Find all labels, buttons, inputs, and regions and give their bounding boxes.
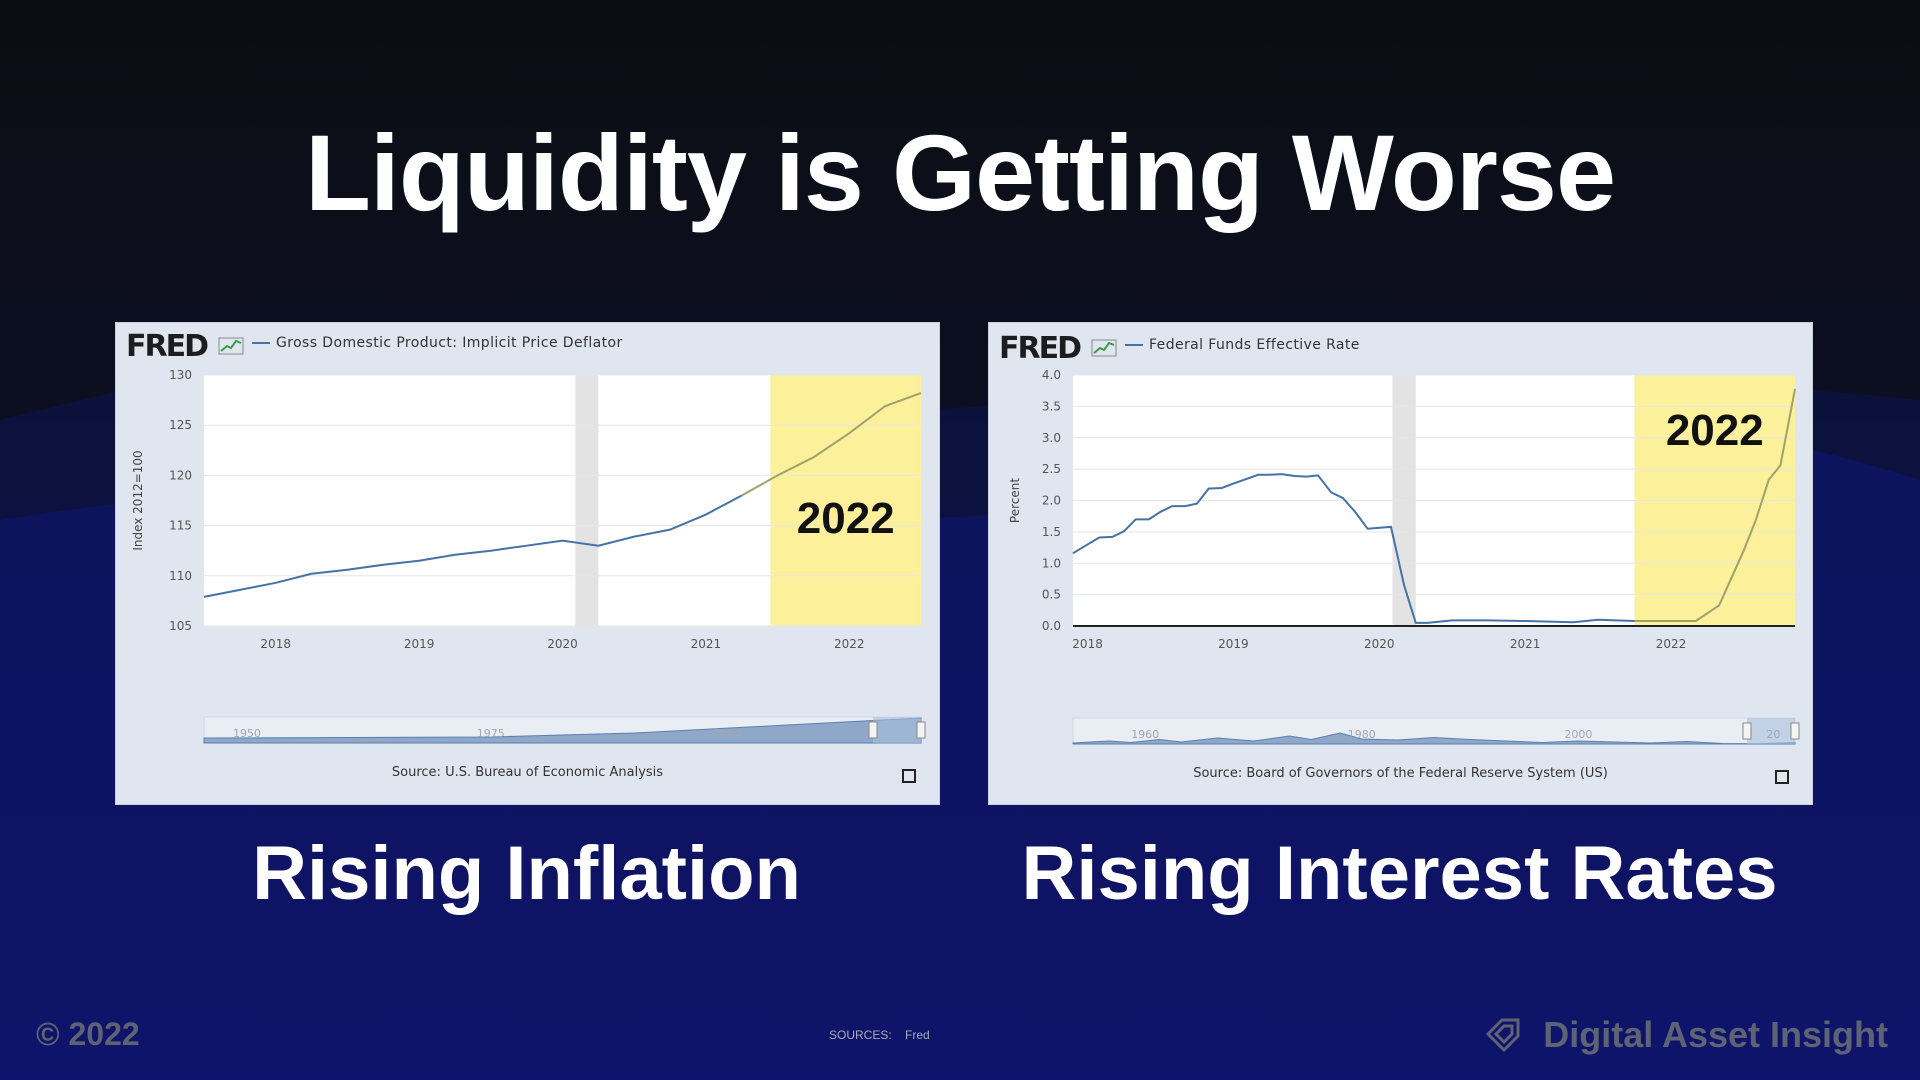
- x-tick-label: 2022: [834, 637, 865, 651]
- caption-right: Rising Interest Rates: [1021, 831, 1778, 916]
- x-tick-label: 2019: [1218, 637, 1249, 651]
- y-tick-label: 3.0: [1042, 431, 1061, 445]
- series-line-highlighted: [1634, 388, 1796, 622]
- navigator-label: 1950: [233, 727, 261, 740]
- series-line-highlighted: [741, 392, 922, 497]
- navigator-label: 1960: [1131, 728, 1159, 741]
- chart-title: Gross Domestic Product: Implicit Price D…: [252, 335, 623, 351]
- chart-source: Source: Board of Governors of the Federa…: [1193, 766, 1608, 781]
- expand-icon[interactable]: [902, 769, 916, 783]
- navigator-handle: [868, 721, 878, 739]
- navigator-label: 2000: [713, 727, 741, 740]
- x-tick-label: 2021: [691, 637, 722, 651]
- y-tick-label: 125: [169, 418, 192, 432]
- slide-title: Liquidity is Getting Worse: [304, 112, 1616, 233]
- navigator-label: 2000: [1564, 728, 1592, 741]
- y-tick-label: 120: [169, 468, 192, 482]
- y-tick-label: 130: [169, 368, 192, 382]
- y-tick-label: 110: [169, 569, 192, 583]
- chart-panel-gdp-deflator: FRED Gross Domestic Product: Implicit Pr…: [115, 322, 940, 805]
- chart-source: Source: U.S. Bureau of Economic Analysis: [391, 765, 664, 780]
- highlight-year-label: 2022: [1666, 406, 1764, 455]
- fred-logo: FRED: [999, 331, 1082, 366]
- y-tick-label: 2.5: [1042, 462, 1061, 476]
- copyright: © 2022: [36, 1016, 140, 1052]
- series-title: Gross Domestic Product: Implicit Price D…: [276, 335, 623, 351]
- y-tick-label: 1.0: [1042, 556, 1061, 570]
- fred-logo: FRED: [126, 329, 209, 364]
- y-tick-label: 4.0: [1042, 368, 1061, 382]
- chart-gdp-deflator: 105 110 115 120 125 130 2018 2019 2020 2021 2022 In…: [131, 368, 926, 744]
- x-tick-label: 2020: [1364, 637, 1395, 651]
- y-tick-label: 0.5: [1042, 588, 1061, 602]
- y-tick-label: 0.0: [1042, 619, 1061, 633]
- navigator-label: 1975: [477, 727, 505, 740]
- expand-icon[interactable]: [1775, 770, 1789, 784]
- x-tick-label: 2019: [404, 637, 435, 651]
- navigator-handle: [1790, 722, 1800, 740]
- x-tick-label: 2018: [260, 637, 291, 651]
- navigator-handle: [916, 721, 926, 739]
- navigator-selection: [1747, 718, 1795, 744]
- y-tick-label: 115: [169, 519, 192, 533]
- highlight-year-label: 2022: [797, 494, 895, 543]
- fred-logo-icon: [218, 337, 244, 355]
- caption-left: Rising Inflation: [252, 831, 801, 916]
- y-tick-label: 105: [169, 619, 192, 633]
- navigator-series: [1072, 732, 1796, 745]
- y-axis-label: Index 2012=100: [131, 450, 145, 550]
- brand-name: Digital Asset Insight: [1543, 1014, 1888, 1055]
- chart-title: Federal Funds Effective Rate: [1125, 337, 1360, 353]
- x-tick-label: 2022: [1656, 637, 1687, 651]
- x-tick-label: 2021: [1510, 637, 1541, 651]
- chart-panel-fed-funds: FRED Federal Funds Effective Rate 0.0 0.5…: [988, 322, 1813, 805]
- fred-logo-icon: [1091, 339, 1117, 357]
- y-tick-label: 1.5: [1042, 525, 1061, 539]
- y-tick-label: 3.5: [1042, 399, 1061, 413]
- navigator-label: 1980: [1348, 728, 1376, 741]
- navigator-handle: [1742, 722, 1752, 740]
- legend-line-icon: [252, 342, 270, 344]
- navigator-label: 20: [1766, 728, 1780, 741]
- x-tick-label: 2020: [547, 637, 578, 651]
- x-tick-label: 2018: [1072, 637, 1103, 651]
- y-axis-label: Percent: [1008, 478, 1022, 523]
- sources-label: SOURCES:: [829, 1028, 892, 1042]
- recession-band: [575, 375, 599, 626]
- y-tick-label: 2.0: [1042, 494, 1061, 508]
- series-line: [1072, 473, 1635, 624]
- highlight-2022-band: [770, 375, 921, 626]
- series-line: [203, 494, 743, 598]
- series-title: Federal Funds Effective Rate: [1149, 337, 1360, 353]
- brand-logo-icon: [1485, 1018, 1520, 1052]
- legend-line-icon: [1125, 344, 1143, 346]
- sources-note: SOURCES: Fred: [829, 1028, 930, 1042]
- navigator-selection: [873, 717, 921, 743]
- sources-value: Fred: [905, 1028, 930, 1042]
